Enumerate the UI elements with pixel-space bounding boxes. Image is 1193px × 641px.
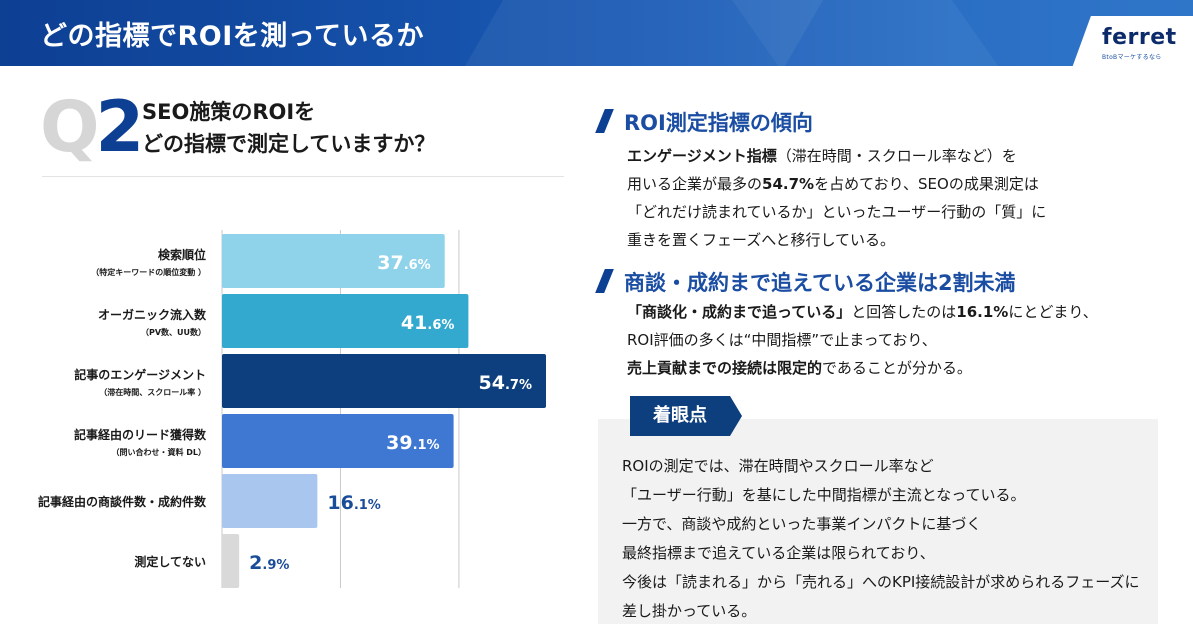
focus-tab xyxy=(630,396,742,436)
focus-line: 「ユーザー行動」を基にした中間指標が主流となっている。 xyxy=(622,486,1026,504)
focus-line: ROIの測定では、滞在時間やスクロール率など xyxy=(622,457,934,475)
focus-text: ROIの測定では、滞在時間やスクロール率など 「ユーザー行動」を基にした中間指標… xyxy=(622,452,1140,626)
category-sublabel: （特定キーワードの順位変動 ） xyxy=(91,267,206,277)
focus-line: 一方で、商談や成約といった事業インパクトに基づく xyxy=(622,515,982,533)
divider xyxy=(42,176,564,177)
header-banner: どの指標でROIを測っているか ferret BtoBマーケするなら xyxy=(0,0,1193,66)
section-text-deals: 「商談化・成約まで追っている」と回答したのは16.1%にとどまり、 ROI評価の… xyxy=(627,303,1098,377)
category-label: 検索順位 xyxy=(158,247,206,262)
text-bold: 売上貢献までの接続は限定的 xyxy=(627,359,823,377)
category-label: オーガニック流入数 xyxy=(98,307,207,322)
bar-value-label: 2.9% xyxy=(249,552,289,574)
section-slash-icon xyxy=(595,109,614,133)
question-line-2: どの指標で測定していますか？ xyxy=(142,132,436,156)
text-bold: 「商談化・成約まで追っている」 xyxy=(627,303,852,321)
bar xyxy=(222,474,318,528)
ferret-logo: ferret xyxy=(1102,25,1177,50)
bar-value-label: 54.7% xyxy=(479,372,532,394)
bar xyxy=(222,294,469,348)
category-label: 記事経由のリード獲得数 xyxy=(74,427,207,442)
section-slash-icon xyxy=(595,269,614,293)
question-digit: 2 xyxy=(95,86,145,168)
bar xyxy=(222,414,454,468)
question-q-letter: Q xyxy=(40,86,99,168)
bar xyxy=(222,354,546,408)
category-sublabel: （滞在時間、スクロール率 ） xyxy=(99,387,206,397)
bar-value-label: 16.1% xyxy=(327,492,380,514)
page-title: どの指標でROIを測っているか xyxy=(40,21,424,52)
section-title-deals: 商談・成約まで追えている企業は2割未満 xyxy=(624,271,1016,295)
question-line-1: SEO施策のROIを xyxy=(142,100,316,124)
focus-box xyxy=(598,419,1158,624)
bar xyxy=(222,234,445,288)
section-text-trend: エンゲージメント指標（滞在時間・スクロール率など）を 用いる企業が最多の54.7… xyxy=(627,147,1047,249)
text-bold: 16.1% xyxy=(956,303,1009,321)
bar-chart: 37.6% 検索順位 （特定キーワードの順位変動 ） 41.6% オーガニック流入数 （P… xyxy=(38,230,546,588)
focus-line: 最終指標まで追えている企業は限られており、 xyxy=(622,544,935,562)
category-label: 測定してない xyxy=(134,554,206,569)
focus-line: 差し掛かっている。 xyxy=(622,602,757,620)
category-sublabel: （問い合わせ・資料 DL） xyxy=(111,447,206,457)
question-number: Q2 xyxy=(40,92,144,162)
section-title-trend: ROI測定指標の傾向 xyxy=(624,111,813,135)
category-label: 記事のエンゲージメント xyxy=(74,367,206,382)
logo-tagline: BtoBマーケするなら xyxy=(1102,54,1162,61)
question-text: SEO施策のROIを どの指標で測定していますか？ xyxy=(142,96,435,160)
bar-value-label: 39.1% xyxy=(386,432,439,454)
category-sublabel: （PV数、UU数） xyxy=(141,327,206,337)
category-label: 記事経由の商談件数・成約件数 xyxy=(38,494,207,509)
bar xyxy=(222,534,240,588)
bar-value-label: 37.6% xyxy=(377,252,430,274)
focus-tab-label: 着眼点 xyxy=(653,405,707,426)
text-bold: エンゲージメント指標 xyxy=(627,147,777,165)
focus-line: 今後は「読まれる」から「売れる」へのKPI接続設計が求められるフェーズに xyxy=(622,573,1140,591)
text-bold: 54.7% xyxy=(762,175,815,193)
bar-value-label: 41.6% xyxy=(401,312,454,334)
